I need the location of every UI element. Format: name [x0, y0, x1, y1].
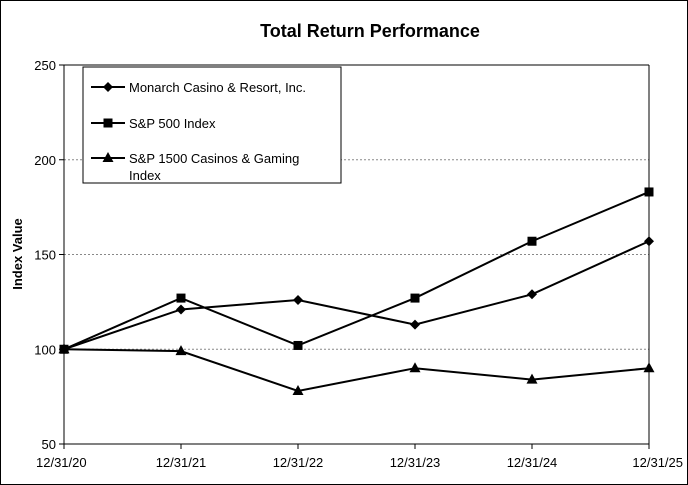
data-point-square [644, 187, 654, 197]
legend-box [82, 66, 342, 184]
axes: 50 100 150 200 250 12/31/20 12/31/21 12/31/22 12… [34, 58, 683, 470]
x-tick-label: 12/31/21 [156, 455, 207, 470]
x-tick-label: 12/31/24 [507, 455, 558, 470]
legend: Monarch Casino & Resort, Inc. S&P 500 Ind… [82, 66, 342, 184]
x-tick-label: 12/31/25 [632, 455, 683, 470]
y-tick-label: 100 [34, 342, 56, 357]
data-point-triangle [526, 373, 538, 384]
y-tick-label: 200 [34, 153, 56, 168]
series-square [59, 187, 654, 354]
data-point-diamond [527, 289, 537, 300]
y-tick-label: 50 [42, 437, 56, 452]
series-line-square [63, 191, 650, 351]
y-axis-label: Index Value [10, 218, 25, 290]
chart-title: Total Return Performance [260, 21, 480, 41]
data-point-diamond [293, 294, 303, 305]
legend-label: Monarch Casino & Resort, Inc. [129, 80, 306, 95]
legend-marker-diamond [103, 82, 113, 92]
data-point-square [176, 293, 186, 303]
data-point-diamond [176, 304, 186, 315]
series-line-triangle [63, 348, 650, 392]
series-line-diamond [63, 240, 650, 351]
legend-label: S&P 1500 Casinos & Gaming Index [129, 151, 299, 183]
data-point-diamond [644, 236, 654, 247]
legend-marker-triangle [102, 152, 114, 162]
series-triangle [58, 343, 655, 395]
series-diamond [59, 236, 654, 355]
data-point-triangle [58, 343, 70, 354]
data-point-triangle [175, 345, 187, 356]
data-point-triangle [292, 384, 304, 395]
legend-label: S&P 500 Index [129, 116, 216, 131]
data-point-square [410, 293, 420, 303]
data-point-triangle [643, 362, 655, 373]
y-tick-label: 150 [34, 248, 56, 263]
legend-marker-square [103, 118, 113, 128]
y-tick-label: 250 [34, 58, 56, 73]
data-point-diamond [410, 319, 420, 330]
data-point-square [293, 340, 303, 350]
x-tick-label: 12/31/20 [36, 455, 87, 470]
data-point-triangle [409, 362, 421, 373]
x-tick-label: 12/31/22 [273, 455, 324, 470]
x-tick-label: 12/31/23 [390, 455, 441, 470]
data-point-square [527, 236, 537, 246]
series [58, 187, 655, 395]
